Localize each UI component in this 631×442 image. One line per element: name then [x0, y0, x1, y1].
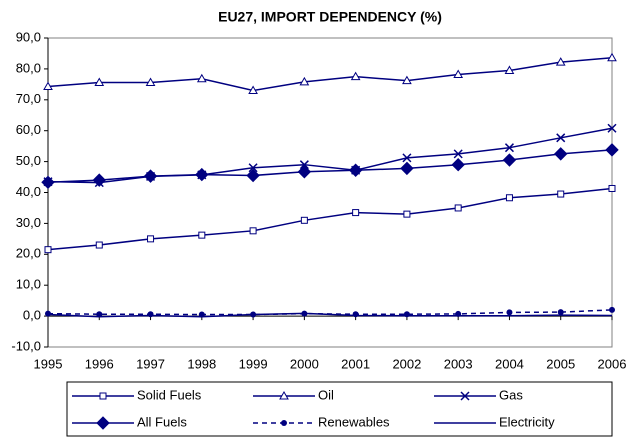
marker	[402, 75, 412, 85]
x-tick-label: 2003	[444, 356, 473, 371]
x-tick-label: 2006	[598, 356, 627, 371]
marker	[94, 77, 105, 86]
y-tick-label: 50,0	[16, 153, 41, 168]
legend-label: All Fuels	[137, 414, 187, 429]
x-tick-label: 1995	[34, 356, 63, 371]
marker	[96, 311, 103, 318]
marker	[607, 123, 617, 133]
series-line	[47, 187, 613, 251]
marker	[506, 309, 513, 316]
legend-label: Oil	[318, 387, 334, 402]
x-tick-label: 1996	[85, 356, 114, 371]
marker	[299, 160, 309, 170]
series-line	[47, 312, 613, 318]
marker	[504, 143, 514, 153]
marker	[44, 246, 52, 254]
marker	[557, 190, 565, 198]
marker	[300, 216, 308, 224]
x-tick-label: 2001	[341, 356, 370, 371]
legend-label: Renewables	[318, 414, 390, 429]
legend-label: Gas	[499, 387, 523, 402]
marker	[554, 147, 568, 161]
marker	[557, 309, 564, 316]
marker	[246, 168, 260, 183]
marker	[195, 167, 209, 182]
marker	[608, 184, 616, 192]
marker	[403, 210, 411, 218]
marker	[248, 85, 258, 95]
x-tick-label: 2000	[290, 356, 319, 371]
marker	[92, 173, 106, 187]
marker	[505, 194, 513, 202]
marker	[348, 163, 363, 177]
marker	[402, 153, 412, 163]
marker	[400, 161, 414, 176]
y-tick-label: -10,0	[11, 338, 41, 353]
marker	[145, 77, 156, 86]
marker	[99, 392, 107, 400]
x-tick-label: 1997	[136, 356, 165, 371]
marker	[460, 391, 470, 401]
marker	[95, 241, 103, 249]
marker	[352, 311, 359, 318]
marker	[147, 311, 154, 318]
marker	[502, 153, 517, 167]
x-tick-label: 2002	[392, 356, 421, 371]
x-tick-label: 1998	[187, 356, 216, 371]
marker	[147, 235, 155, 243]
series-line	[47, 149, 613, 184]
marker	[504, 65, 515, 74]
marker	[96, 416, 110, 430]
marker	[454, 204, 462, 212]
marker	[45, 310, 51, 317]
marker	[143, 169, 158, 183]
x-tick-label: 2004	[495, 356, 524, 371]
marker	[297, 165, 312, 179]
y-tick-label: 70,0	[16, 91, 41, 106]
y-tick-label: 30,0	[16, 215, 41, 230]
marker	[196, 73, 207, 83]
marker	[350, 71, 361, 81]
marker	[609, 306, 615, 313]
y-tick-label: 80,0	[16, 60, 41, 75]
marker	[249, 227, 257, 235]
y-tick-label: 20,0	[16, 246, 41, 261]
y-tick-label: 90,0	[16, 29, 41, 44]
marker	[453, 149, 463, 159]
marker	[605, 143, 619, 157]
marker	[299, 76, 310, 86]
marker	[555, 57, 566, 66]
series-line	[47, 127, 613, 184]
legend-label: Electricity	[499, 414, 555, 429]
plot-area	[47, 37, 613, 348]
y-tick-label: 60,0	[16, 122, 41, 137]
chart-title: EU27, IMPORT DEPENDENCY (%)	[218, 9, 442, 25]
marker	[43, 81, 53, 91]
marker	[451, 157, 465, 172]
marker	[352, 209, 360, 217]
marker	[41, 175, 55, 190]
marker	[453, 69, 464, 78]
x-tick-label: 2005	[546, 356, 575, 371]
y-tick-label: 40,0	[16, 184, 41, 199]
marker	[248, 163, 258, 173]
series-line	[47, 57, 613, 92]
legend-label: Solid Fuels	[137, 387, 202, 402]
marker	[556, 133, 566, 143]
marker	[279, 390, 289, 400]
marker	[281, 420, 287, 426]
legend	[66, 381, 613, 437]
marker	[198, 231, 206, 239]
marker	[607, 52, 617, 62]
y-tick-label: 0,0	[23, 308, 41, 323]
y-tick-label: 10,0	[16, 277, 41, 292]
x-tick-label: 1999	[239, 356, 268, 371]
